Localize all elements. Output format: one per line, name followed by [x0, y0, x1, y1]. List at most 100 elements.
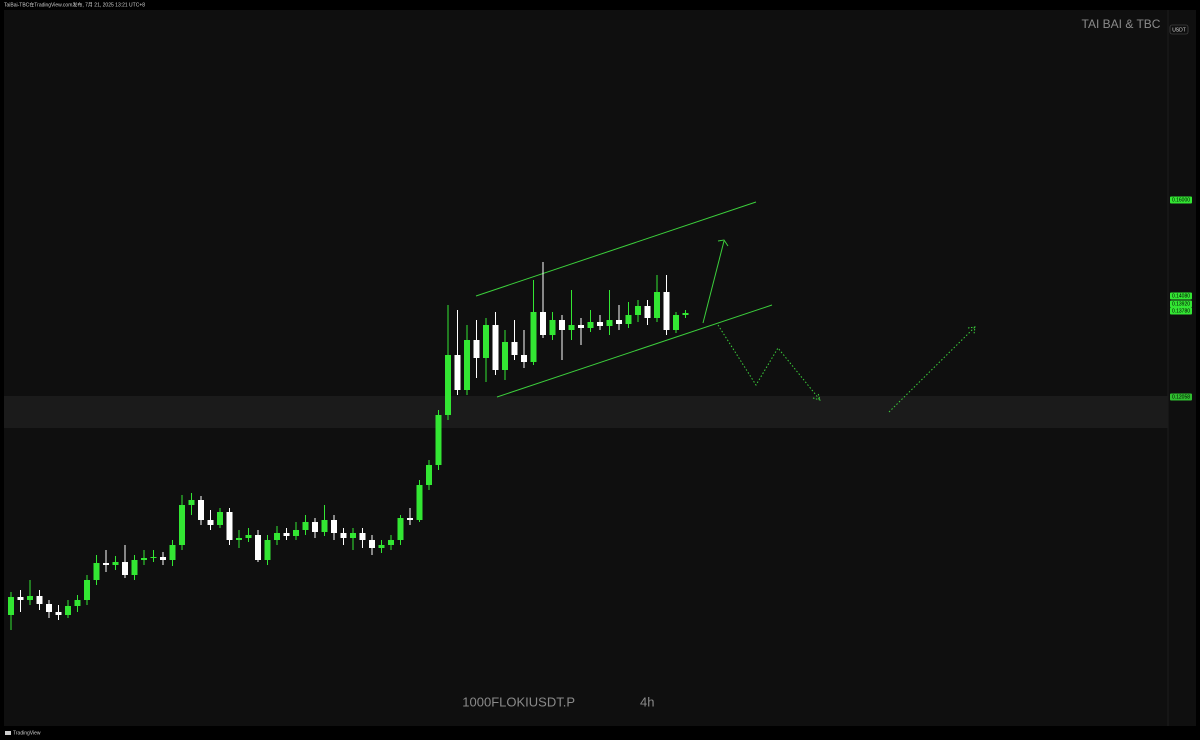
price-label-bg: [1170, 196, 1192, 204]
candle-body: [226, 512, 233, 540]
candle-body: [46, 604, 52, 612]
candle-body: [84, 580, 90, 600]
candle-body: [378, 545, 385, 548]
interval: 4h: [640, 694, 654, 709]
candle-body: [207, 520, 214, 525]
candle-body: [93, 563, 100, 580]
price-label: 0.14080: [1172, 293, 1190, 299]
candle-body: [179, 505, 185, 545]
candle-body: [416, 485, 423, 520]
attribution: TaiBai-TBC在TradingView.com发布, 7月 21, 202…: [4, 1, 145, 8]
channel-lower: [496, 304, 773, 398]
candle-body: [369, 540, 375, 548]
candle-body: [454, 355, 461, 390]
candle-body: [340, 533, 347, 538]
candle-body: [464, 340, 470, 390]
candle-body: [397, 518, 404, 540]
candle-body: [27, 596, 33, 600]
price-label: 0.13920: [1172, 301, 1190, 307]
candle-body: [682, 313, 689, 315]
candle-body: [103, 563, 109, 565]
candle-body: [435, 415, 442, 465]
candle-body: [511, 342, 518, 355]
candle-body: [65, 606, 71, 615]
brand: TradingView: [13, 730, 41, 736]
candle-body: [540, 312, 546, 335]
candle-body: [160, 557, 166, 560]
candle-body: [321, 520, 328, 532]
candle-body: [302, 522, 309, 530]
candle-body: [568, 325, 575, 330]
dotted-arrow-head: [812, 392, 821, 401]
candle-body: [331, 520, 337, 533]
candle-body: [236, 538, 242, 540]
price-label-bg: [1170, 292, 1192, 300]
currency[interactable]: USDT: [1172, 27, 1186, 33]
candle-body: [255, 535, 261, 560]
candle-body: [112, 562, 119, 565]
candle-body: [217, 512, 223, 525]
symbol: 1000FLOKIUSDT.P: [462, 694, 575, 709]
candle-body: [141, 558, 147, 560]
candle-body: [625, 315, 632, 324]
candle-body: [502, 342, 508, 370]
drawings: [475, 201, 976, 413]
candle-body: [198, 500, 204, 520]
candle-body: [8, 597, 14, 615]
candle-body: [293, 530, 299, 536]
candle-body: [587, 322, 594, 328]
arrow-head: [717, 239, 729, 247]
price-label-bg: [1170, 307, 1192, 315]
watermark: TAI BAI & TBC: [1082, 17, 1161, 31]
candle-body: [426, 465, 432, 485]
currency-box[interactable]: [1169, 24, 1189, 35]
candle-body: [350, 533, 356, 538]
candle-body: [597, 322, 603, 326]
candle-body: [473, 340, 480, 358]
chart-background: [4, 10, 1196, 726]
candle-body: [616, 320, 622, 324]
candle-body: [36, 596, 43, 604]
candle-body: [492, 325, 499, 370]
candle-body: [654, 292, 660, 318]
candle-body: [17, 597, 24, 600]
price-label-bg: [1170, 300, 1192, 308]
candle-body: [245, 535, 252, 538]
candle-body: [388, 540, 394, 545]
candle-body: [530, 312, 537, 362]
price-label: 0.13780: [1172, 308, 1190, 314]
candle-body: [312, 522, 318, 532]
support-zone: [4, 396, 1168, 428]
candle-body: [549, 320, 556, 335]
candle-body: [407, 518, 413, 520]
channel-upper: [475, 201, 757, 297]
arrow-up: [702, 240, 725, 324]
dotted-path-down: [717, 324, 821, 401]
candle-body: [673, 315, 679, 330]
candle-body: [283, 533, 290, 536]
candle-body: [131, 560, 138, 575]
candle-body: [521, 355, 527, 362]
dotted-path-up: [888, 326, 976, 413]
candle-body: [445, 355, 451, 415]
dotted-arrow-head-2: [967, 326, 976, 335]
candle-body: [559, 320, 565, 330]
candle-body: [169, 545, 176, 560]
candle-body: [74, 600, 81, 606]
candle-body: [150, 557, 157, 558]
candle-body: [663, 292, 670, 330]
brand-logo: [5, 731, 11, 735]
candle-body: [359, 533, 366, 540]
price-label: 0.16000: [1172, 197, 1190, 203]
candle-body: [55, 612, 62, 615]
candle-body: [578, 325, 584, 328]
price-label-bg: [1170, 393, 1192, 401]
price-label: 0.12058: [1172, 394, 1190, 400]
candle-body: [188, 500, 195, 505]
candle-body: [635, 306, 641, 315]
candle-body: [274, 533, 280, 540]
candle-body: [644, 306, 651, 318]
candle-body: [483, 325, 489, 358]
